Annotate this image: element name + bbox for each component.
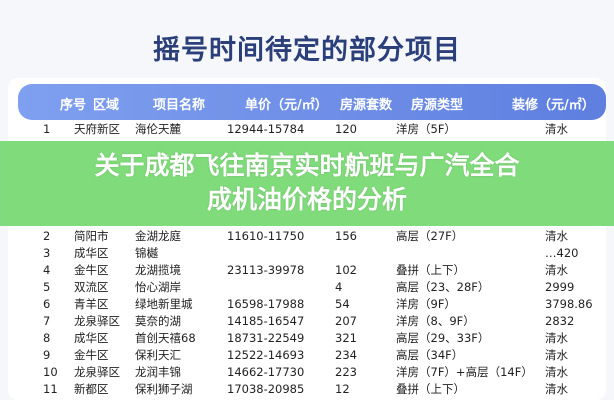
table-cell: 102 (335, 263, 357, 277)
table-header: 序号 区域 项目名称 单价（元/㎡） 房源套数 房源类型 装修（元/㎡） (18, 84, 606, 120)
column-header: 单价（元/㎡） (245, 98, 328, 113)
page-title: 摇号时间待定的部分项目 (153, 35, 461, 66)
table-cell: 天府新区 (74, 122, 120, 136)
article-title-banner: 关于成都飞往南京实时航班与广汽全合 成机油价格的分析 (0, 141, 614, 226)
table-cell: 叠拼（上下） (396, 263, 465, 277)
table-cell: 8 (43, 331, 51, 345)
table-cell: 7 (43, 314, 51, 328)
table-cell: 23113-39978 (227, 263, 305, 277)
table-cell: 2999 (545, 280, 575, 294)
table-cell: 清水 (545, 122, 568, 136)
table-cell: 怡心湖岸 (135, 280, 181, 294)
table-cell: 207 (335, 314, 357, 328)
table-cell: 洋房（9F） (396, 297, 456, 311)
table-cell: 绿地新里城 (135, 297, 193, 311)
table-cell: 高层（27F） (396, 229, 464, 243)
table-cell: 龙湖揽境 (135, 263, 181, 277)
table-cell: 12522-14693 (227, 348, 305, 362)
table-cell: 17038-20985 (227, 382, 305, 396)
table-cell: 2 (43, 229, 51, 243)
table-row: 11 新都区 保利狮子湖 17038-20985 12 叠拼（上下） 清水 (0, 381, 614, 398)
table-cell: 156 (335, 229, 357, 243)
table-row: 7 龙泉驿区 莫奈的湖 14185-16547 207 洋房（8、9F） 2832 (0, 313, 614, 330)
banner-line-1: 关于成都飞往南京实时航班与广汽全合 (94, 151, 520, 180)
table-row: 9 金牛区 保利天汇 12522-14693 234 高层（34F） 清水 (0, 347, 614, 364)
table-cell: 莫奈的湖 (135, 314, 181, 328)
table-cell: 223 (335, 365, 357, 379)
table-cell: 12944-15784 (227, 122, 305, 136)
table-cell: 保利狮子湖 (135, 382, 193, 396)
table-cell: 清水 (545, 331, 568, 345)
table-cell: 青羊区 (74, 297, 109, 311)
table-cell: 清水 (545, 229, 568, 243)
table-cell: 2832 (545, 314, 575, 328)
table-cell: 3798.86 (545, 297, 593, 311)
table-row: 4 金牛区 龙湖揽境 23113-39978 102 叠拼（上下） 清水 (0, 262, 614, 279)
table-cell: 1 (43, 122, 51, 136)
table-cell: 11 (43, 382, 58, 396)
table-cell: 清水 (545, 382, 568, 396)
table-row: 8 成华区 首创天禧68 18731-22549 321 高层（29、33F） 清水 (0, 330, 614, 347)
table-cell: 234 (335, 348, 357, 362)
table-row: 3 成华区 锦樾 …420 (0, 245, 614, 262)
table-cell: 高层（23、28F） (396, 280, 490, 294)
table-cell: 洋房（8、9F） (396, 314, 475, 328)
column-header: 序号 (60, 98, 87, 113)
table-cell: 金牛区 (74, 348, 109, 362)
banner-line-2: 成机油价格的分析 (206, 185, 407, 214)
table-cell: 金湖龙庭 (135, 229, 181, 243)
table-cell: 清水 (545, 263, 568, 277)
column-header: 区域 (93, 98, 120, 113)
table-row: 5 双流区 怡心湖岸 4 高层（23、28F） 2999 (0, 279, 614, 296)
table-cell: 9 (43, 348, 51, 362)
table-cell: 6 (43, 297, 51, 311)
table-cell: 龙泉驿区 (74, 365, 120, 379)
table-cell: 新都区 (74, 382, 109, 396)
table-cell: 14662-17730 (227, 365, 305, 379)
table-row: 10 龙泉驿区 龙润丰锦 14662-17730 223 洋房（7F）+高层（14F） 清水 (0, 364, 614, 381)
table-cell: 龙润丰锦 (135, 365, 181, 379)
table-cell: 18731-22549 (227, 331, 305, 345)
table-panel (8, 78, 606, 400)
table-cell: 高层（29、33F） (396, 331, 490, 345)
table-cell: 5 (43, 280, 51, 294)
table-cell: 3 (43, 246, 51, 260)
table-cell: 321 (335, 331, 357, 345)
table-cell: 清水 (545, 365, 568, 379)
table-row: 1 天府新区 海伦天麓 12944-15784 120 洋房（5F） 清水 (0, 121, 614, 138)
table-cell: 10 (43, 365, 58, 379)
table-cell: 成华区 (74, 246, 109, 260)
table-cell: 120 (335, 122, 357, 136)
column-header: 装修（元/㎡） (512, 98, 595, 113)
table-cell: 双流区 (74, 280, 109, 294)
table-cell: 叠拼（上下） (396, 382, 465, 396)
table-cell: 16598-17988 (227, 297, 305, 311)
table-cell: …420 (545, 246, 579, 260)
table-cell: 4 (43, 263, 51, 277)
table-cell: 54 (335, 297, 350, 311)
table-cell: 洋房（5F） (396, 122, 456, 136)
table-cell: 高层（34F） (396, 348, 464, 362)
column-header: 房源类型 (411, 98, 464, 113)
table-cell: 11610-11750 (227, 229, 305, 243)
table-cell: 海伦天麓 (135, 122, 181, 136)
table-cell: 14185-16547 (227, 314, 305, 328)
table-row: 2 简阳市 金湖龙庭 11610-11750 156 高层（27F） 清水 (0, 228, 614, 245)
column-header: 房源套数 (340, 98, 393, 113)
table-cell: 4 (335, 280, 343, 294)
table-cell: 金牛区 (74, 263, 109, 277)
column-header: 项目名称 (153, 98, 206, 113)
table-cell: 首创天禧68 (135, 331, 196, 345)
table-cell: 清水 (545, 348, 568, 362)
table-cell: 简阳市 (74, 229, 109, 243)
table-cell: 成华区 (74, 331, 109, 345)
table-cell: 龙泉驿区 (74, 314, 120, 328)
table-cell: 锦樾 (135, 246, 158, 260)
table-cell: 洋房（7F）+高层（14F） (396, 365, 533, 379)
table-cell: 12 (335, 382, 350, 396)
table-row: 6 青羊区 绿地新里城 16598-17988 54 洋房（9F） 3798.86 (0, 296, 614, 313)
table-cell: 保利天汇 (135, 348, 181, 362)
